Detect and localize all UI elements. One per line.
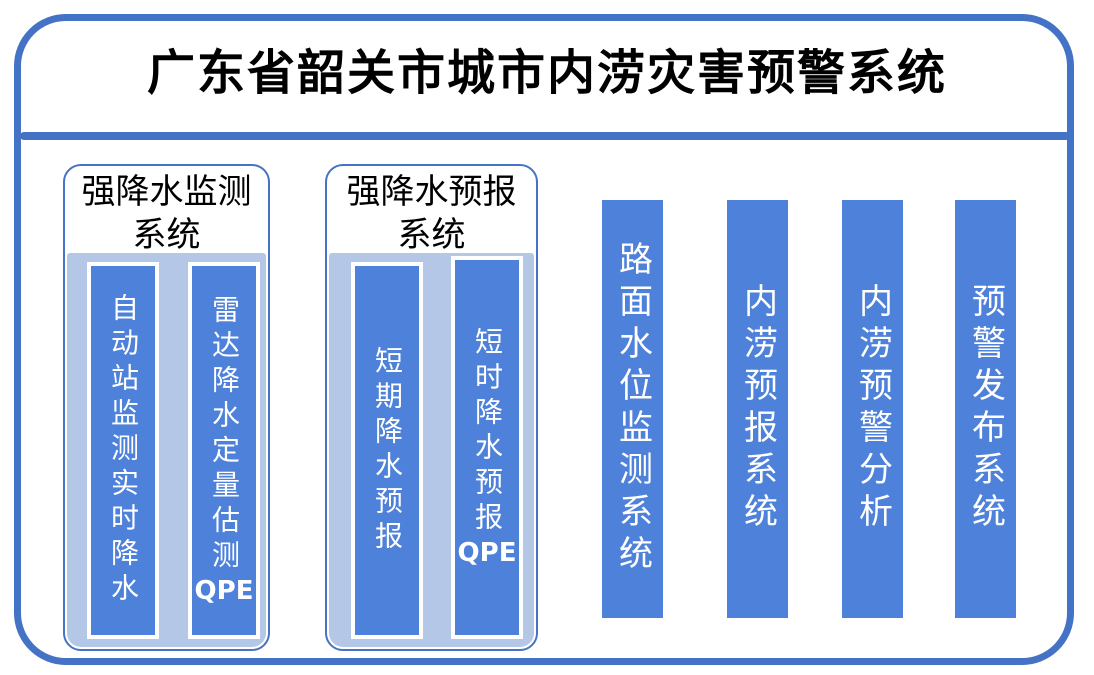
bar-road-water-level-monitoring-label: 路面水位监测系统: [612, 241, 653, 577]
bar-radar-qpe-label: 雷达降水定量估测: [208, 295, 241, 576]
group-rain-forecast-header: 强降水预报 系统: [327, 171, 536, 257]
group-rain-monitoring-header-line2: 系统: [132, 215, 201, 255]
outer-frame: [14, 14, 1074, 665]
bar-auto-station-label: 自动站监测实时降水: [107, 293, 140, 608]
title-divider-line: [20, 132, 1070, 140]
diagram-title: 广东省韶关市城市内涝灾害预警系统: [146, 45, 947, 101]
bar-waterlogging-forecast-system: 内涝预报系统: [727, 200, 788, 618]
group-rain-forecast-header-line1: 强降水预报: [346, 172, 517, 212]
bar-waterlogging-warning-analysis-label: 内涝预警分析: [852, 283, 893, 535]
bar-road-water-level-monitoring: 路面水位监测系统: [602, 200, 663, 618]
group-rain-forecast-header-line2: 系统: [397, 215, 466, 255]
bar-shortterm-rain-forecast-label: 短期降水预报: [371, 345, 404, 556]
group-rain-monitoring-header: 强降水监测 系统: [65, 171, 268, 257]
group-rain-monitoring-body: 自动站监测实时降水 雷达降水定量估测 QPE: [67, 253, 266, 647]
bar-warning-release-system: 预警发布系统: [955, 200, 1016, 618]
bar-radar-qpe-suffix: QPE: [194, 576, 254, 607]
bar-auto-station-realtime-rainfall: 自动站监测实时降水: [87, 262, 159, 639]
group-rain-forecast-system: 强降水预报 系统 短期降水预报 短时降水预报 QPE: [325, 164, 538, 651]
bar-nowcast-rain-qpe-suffix: QPE: [457, 538, 517, 569]
bar-waterlogging-forecast-system-label: 内涝预报系统: [737, 283, 778, 535]
bar-warning-release-system-label: 预警发布系统: [965, 283, 1006, 535]
group-rain-monitoring-header-line1: 强降水监测: [81, 172, 252, 212]
bar-nowcast-rain-qpe-label: 短时降水预报: [471, 327, 504, 538]
bar-nowcast-rain-qpe: 短时降水预报 QPE: [451, 256, 523, 639]
bar-shortterm-rain-forecast: 短期降水预报: [351, 262, 423, 639]
group-rain-forecast-body: 短期降水预报 短时降水预报 QPE: [329, 253, 534, 647]
bar-waterlogging-warning-analysis: 内涝预警分析: [842, 200, 903, 618]
bar-radar-qpe: 雷达降水定量估测 QPE: [188, 262, 260, 639]
group-rain-monitoring-system: 强降水监测 系统 自动站监测实时降水 雷达降水定量估测 QPE: [63, 164, 270, 651]
